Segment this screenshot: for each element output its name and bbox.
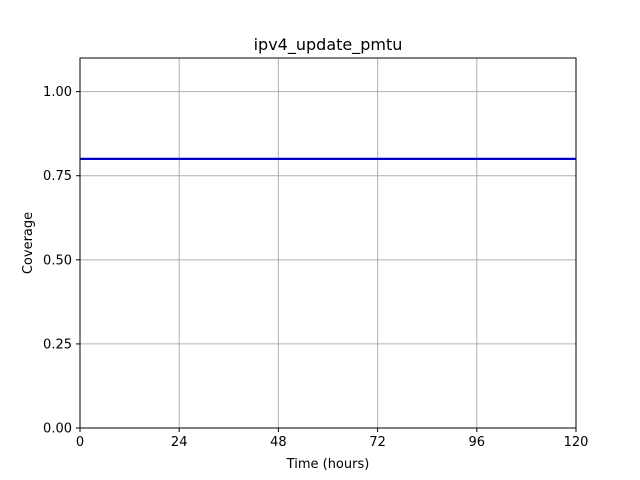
x-tick-label: 24	[171, 435, 188, 450]
x-tick-label: 96	[469, 435, 486, 450]
y-tick-label: 0.00	[43, 422, 72, 437]
y-tick-label: 0.25	[43, 337, 72, 352]
x-tick-label: 0	[76, 435, 84, 450]
chart-title: ipv4_update_pmtu	[254, 35, 403, 55]
x-tick-label: 120	[564, 435, 589, 450]
y-tick-label: 0.75	[43, 169, 72, 184]
x-axis-label: Time (hours)	[286, 457, 370, 472]
y-tick-label: 1.00	[43, 85, 72, 100]
y-axis-label: Coverage	[21, 212, 36, 274]
x-tick-label: 48	[270, 435, 287, 450]
y-tick-label: 0.50	[43, 253, 72, 268]
ticks: 0 24 48 72 96 120 0.00 0.25 0.50 0.75 1.00	[43, 85, 588, 450]
plot-frame	[79, 57, 577, 429]
x-tick-label: 72	[369, 435, 386, 450]
